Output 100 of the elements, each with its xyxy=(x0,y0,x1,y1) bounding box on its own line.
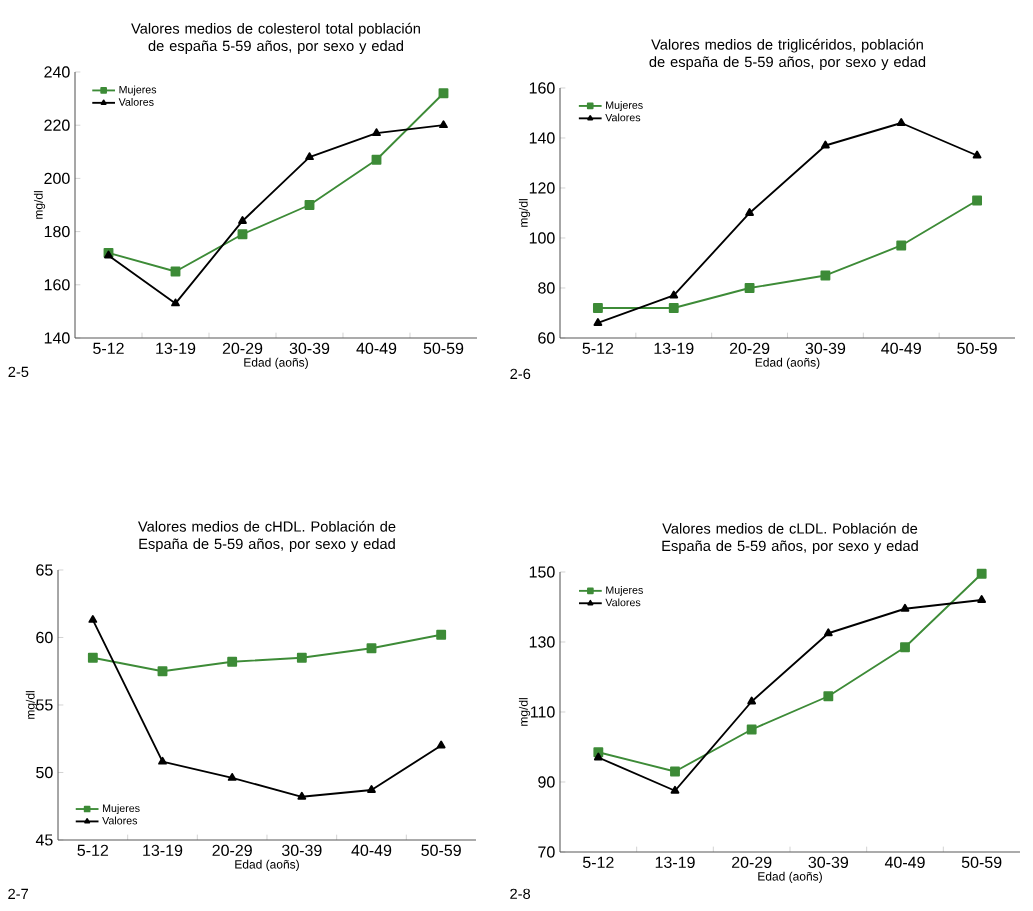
y-tick-label: 140 xyxy=(529,132,555,144)
y-tick-label: 200 xyxy=(44,172,70,185)
x-tick-label: 50-59 xyxy=(423,342,464,355)
point xyxy=(296,652,307,663)
y-tick-label: 80 xyxy=(538,282,555,294)
x-tick-label: 30-39 xyxy=(805,342,846,355)
y-tick-label: 120 xyxy=(529,182,555,194)
y-tick-label: 60 xyxy=(36,631,53,644)
y-tick-label: 160 xyxy=(44,279,70,291)
text: 2-8 xyxy=(510,888,531,899)
point xyxy=(972,195,983,206)
x-tick-label: 40-49 xyxy=(884,856,925,869)
point xyxy=(88,615,98,623)
point xyxy=(593,752,603,761)
y-axis-title: mg/dl xyxy=(518,199,531,227)
point xyxy=(823,691,834,702)
point xyxy=(87,652,98,663)
x-axis-title: Edad (aoñs) xyxy=(755,357,820,370)
y-tick-label: 65 xyxy=(36,564,53,576)
y-tick-label: 70 xyxy=(538,846,555,858)
point xyxy=(436,629,447,640)
point xyxy=(747,696,757,705)
y-tick-label: 140 xyxy=(44,332,70,344)
x-axis-title: Edad (aoñs) xyxy=(758,871,822,884)
y-tick-label: 240 xyxy=(44,66,70,78)
y-axis-title: mg/dl xyxy=(33,191,46,219)
text: 2-7 xyxy=(8,888,28,899)
x-tick-label: 20-29 xyxy=(729,342,770,355)
x-axis-title: Edad (aoñs) xyxy=(235,859,299,872)
point xyxy=(436,740,446,749)
y-axis-title: mg/dl xyxy=(25,691,38,719)
x-tick-label: 30-39 xyxy=(808,856,849,869)
point xyxy=(900,642,910,653)
legend-label: Valores xyxy=(118,97,154,106)
legend-label: Mujeres xyxy=(119,85,157,96)
point xyxy=(670,785,680,794)
chart-title: Valores medios de cLDL. Población de España de 5-59 años, por sexo y edad xyxy=(662,522,918,554)
legend-label: Mujeres xyxy=(606,101,643,112)
chart-title: Valores medios de cHDL. Población de España de 5-59 años, por sexo y edad xyxy=(137,520,396,552)
chart-title: Valores medios de colesterol total población de españa 5-59 años, por sexo y edad xyxy=(131,22,420,54)
y-tick-label: 55 xyxy=(36,699,53,711)
y-tick-label: 100 xyxy=(529,232,555,244)
legend-label: Mujeres xyxy=(102,804,140,815)
point xyxy=(158,756,167,765)
point xyxy=(157,666,168,677)
y-tick-label: 150 xyxy=(529,566,555,578)
x-tick-label: 5-12 xyxy=(93,342,124,355)
x-tick-label: 20-29 xyxy=(222,342,263,355)
x-tick-label: 40-49 xyxy=(356,342,397,355)
point xyxy=(823,628,833,637)
x-tick-label: 20-29 xyxy=(732,856,772,869)
text: 2-5 xyxy=(8,366,29,378)
point xyxy=(592,303,603,313)
x-tick-label: 13-19 xyxy=(143,844,183,857)
x-tick-label: 50-59 xyxy=(957,342,997,355)
y-tick-label: 50 xyxy=(36,766,53,779)
y-tick-label: 60 xyxy=(538,332,555,344)
legend-label: Mujeres xyxy=(606,585,643,596)
point xyxy=(820,270,831,281)
x-tick-label: 20-29 xyxy=(212,844,252,857)
point xyxy=(668,303,679,313)
point xyxy=(972,150,982,159)
point xyxy=(438,88,449,99)
y-axis-title: mg/dl xyxy=(518,698,531,726)
x-tick-label: 5-12 xyxy=(77,844,109,857)
chart-title: Valores medios de triglicéridos, población de españa de 5-59 años, por sexo y edad xyxy=(649,38,926,70)
x-tick-label: 40-49 xyxy=(881,342,921,355)
y-tick-label: 220 xyxy=(44,119,70,131)
x-tick-label: 40-49 xyxy=(351,844,392,857)
point xyxy=(821,140,830,149)
point xyxy=(227,772,237,781)
x-tick-label: 5-12 xyxy=(582,342,614,355)
y-tick-label: 90 xyxy=(538,776,555,788)
point xyxy=(367,785,376,793)
point xyxy=(896,240,907,251)
point xyxy=(977,595,987,603)
point xyxy=(439,120,448,129)
legend-label: Valores xyxy=(605,113,641,122)
x-tick-label: 13-19 xyxy=(654,342,694,355)
point xyxy=(976,568,987,579)
x-tick-label: 13-19 xyxy=(156,342,196,355)
y-tick-label: 45 xyxy=(35,834,53,846)
legend-label: Valores xyxy=(102,816,138,825)
x-tick-label: 13-19 xyxy=(655,856,695,869)
y-tick-label: 110 xyxy=(531,706,555,718)
text: 2-6 xyxy=(510,368,531,380)
point xyxy=(227,656,238,667)
point xyxy=(304,200,315,210)
x-tick-label: 50-59 xyxy=(961,856,1002,869)
x-tick-label: 50-59 xyxy=(421,844,461,857)
point xyxy=(297,791,307,800)
point xyxy=(371,154,382,165)
x-tick-label: 5-12 xyxy=(582,856,614,869)
point xyxy=(237,229,248,240)
point xyxy=(670,766,680,777)
point xyxy=(744,283,755,293)
point xyxy=(745,208,754,216)
point xyxy=(900,603,910,612)
y-tick-label: 180 xyxy=(44,225,70,238)
point xyxy=(366,643,377,654)
